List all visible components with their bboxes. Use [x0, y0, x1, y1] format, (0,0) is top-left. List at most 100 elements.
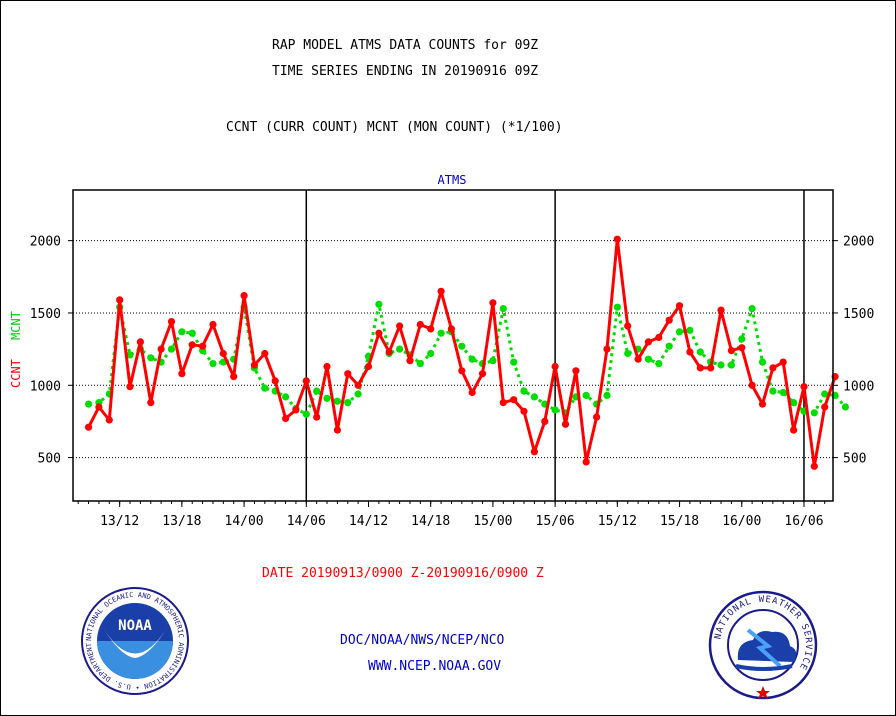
x-tick-label-15-00: 15/00: [473, 514, 512, 529]
point-ccnt-34: [437, 287, 445, 295]
noaa-logo: NATIONAL OCEANIC AND ATMOSPHERIC ADMINIS…: [80, 586, 189, 695]
point-mcnt-10: [188, 329, 196, 337]
x-tick-label-16-06: 16/06: [784, 514, 823, 529]
x-tick-label-14-12: 14/12: [349, 514, 388, 529]
point-ccnt-9: [178, 370, 186, 378]
point-mcnt-22: [313, 387, 321, 395]
x-tick-label-14-06: 14/06: [287, 514, 326, 529]
point-mcnt-21: [302, 410, 310, 418]
point-ccnt-26: [354, 381, 362, 389]
point-mcnt-26: [354, 390, 362, 398]
point-ccnt-12: [209, 320, 217, 329]
point-mcnt-62: [727, 361, 736, 369]
point-ccnt-71: [821, 403, 829, 411]
point-ccnt-50: [603, 345, 611, 353]
chart-header-line1: RAP MODEL ATMS DATA COUNTS for 09Z: [272, 38, 539, 53]
point-ccnt-36: [458, 367, 466, 375]
point-ccnt-68: [790, 426, 798, 434]
point-ccnt-1: [95, 403, 103, 411]
point-ccnt-3: [116, 296, 124, 304]
point-ccnt-40: [499, 399, 507, 407]
point-mcnt-61: [717, 361, 725, 369]
point-mcnt-32: [416, 360, 424, 368]
point-ccnt-41: [510, 396, 518, 404]
point-mcnt-64: [748, 305, 756, 313]
point-ccnt-42: [520, 407, 528, 415]
chart-header-line2: TIME SERIES ENDING IN 20190916 09Z: [272, 64, 539, 79]
x-tick-label-15-12: 15/12: [598, 514, 637, 529]
point-ccnt-17: [261, 349, 269, 358]
point-mcnt-0: [85, 400, 93, 408]
point-ccnt-47: [572, 367, 580, 375]
y-tick-label-left-2000: 2000: [30, 235, 61, 250]
point-ccnt-54: [644, 338, 653, 346]
point-mcnt-40: [499, 305, 507, 313]
point-ccnt-21: [302, 377, 310, 385]
point-mcnt-48: [582, 391, 590, 399]
y-tick-label-right-500: 500: [843, 452, 866, 467]
point-ccnt-25: [344, 370, 352, 378]
y-tick-label-right-1000: 1000: [843, 379, 874, 394]
point-ccnt-38: [478, 370, 487, 378]
point-ccnt-4: [126, 383, 134, 391]
point-ccnt-28: [375, 329, 383, 337]
point-ccnt-46: [561, 420, 570, 428]
point-mcnt-70: [810, 409, 818, 417]
point-mcnt-42: [520, 387, 528, 395]
point-ccnt-33: [427, 325, 435, 333]
point-ccnt-27: [364, 362, 373, 371]
y-tick-label-left-500: 500: [38, 452, 61, 467]
point-ccnt-16: [250, 361, 258, 369]
point-ccnt-31: [406, 357, 414, 365]
x-tick-label-15-06: 15/06: [536, 514, 575, 529]
point-ccnt-24: [333, 426, 341, 434]
footer-org: DOC/NOAA/NWS/NCEP/NCO: [340, 633, 505, 648]
point-mcnt-55: [655, 360, 663, 368]
point-ccnt-62: [727, 347, 736, 355]
point-mcnt-68: [790, 399, 798, 407]
point-mcnt-52: [624, 349, 632, 358]
point-ccnt-11: [199, 342, 207, 350]
point-mcnt-17: [261, 384, 269, 392]
point-mcnt-6: [147, 354, 155, 362]
chart-header-line3: CCNT (CURR COUNT) MCNT (MON COUNT) (*1/1…: [226, 120, 563, 135]
point-ccnt-60: [707, 364, 715, 372]
point-ccnt-37: [468, 388, 476, 397]
point-mcnt-59: [696, 348, 704, 356]
point-mcnt-36: [458, 342, 466, 350]
point-ccnt-58: [686, 348, 694, 356]
x-tick-label-16-00: 16/00: [722, 514, 761, 529]
point-ccnt-56: [665, 316, 673, 324]
point-mcnt-41: [510, 358, 518, 366]
point-ccnt-69: [800, 383, 808, 391]
point-mcnt-67: [779, 388, 787, 397]
point-mcnt-58: [686, 326, 694, 334]
point-ccnt-23: [323, 362, 331, 371]
point-ccnt-59: [696, 364, 704, 372]
point-ccnt-39: [489, 299, 497, 307]
point-ccnt-49: [593, 413, 601, 421]
point-ccnt-51: [613, 235, 621, 243]
noaa-logo-text: NOAA: [118, 618, 152, 634]
point-ccnt-66: [769, 364, 777, 372]
point-ccnt-19: [282, 414, 290, 423]
y-tick-label-right-1500: 1500: [843, 307, 874, 322]
point-mcnt-24: [333, 397, 341, 405]
point-mcnt-63: [738, 335, 746, 343]
y-tick-label-right-2000: 2000: [843, 235, 874, 250]
y-tick-label-left-1500: 1500: [30, 307, 61, 322]
chart-title: ATMS: [438, 173, 467, 187]
point-mcnt-71: [821, 390, 829, 398]
point-mcnt-50: [603, 391, 611, 399]
point-mcnt-9: [178, 328, 186, 336]
point-ccnt-55: [655, 333, 663, 342]
point-ccnt-0: [85, 423, 93, 431]
point-ccnt-44: [541, 417, 549, 425]
point-mcnt-28: [375, 300, 383, 308]
point-mcnt-57: [675, 328, 684, 336]
point-ccnt-6: [147, 399, 155, 407]
point-ccnt-29: [385, 348, 393, 356]
point-mcnt-25: [344, 399, 352, 407]
point-mcnt-37: [468, 355, 476, 363]
